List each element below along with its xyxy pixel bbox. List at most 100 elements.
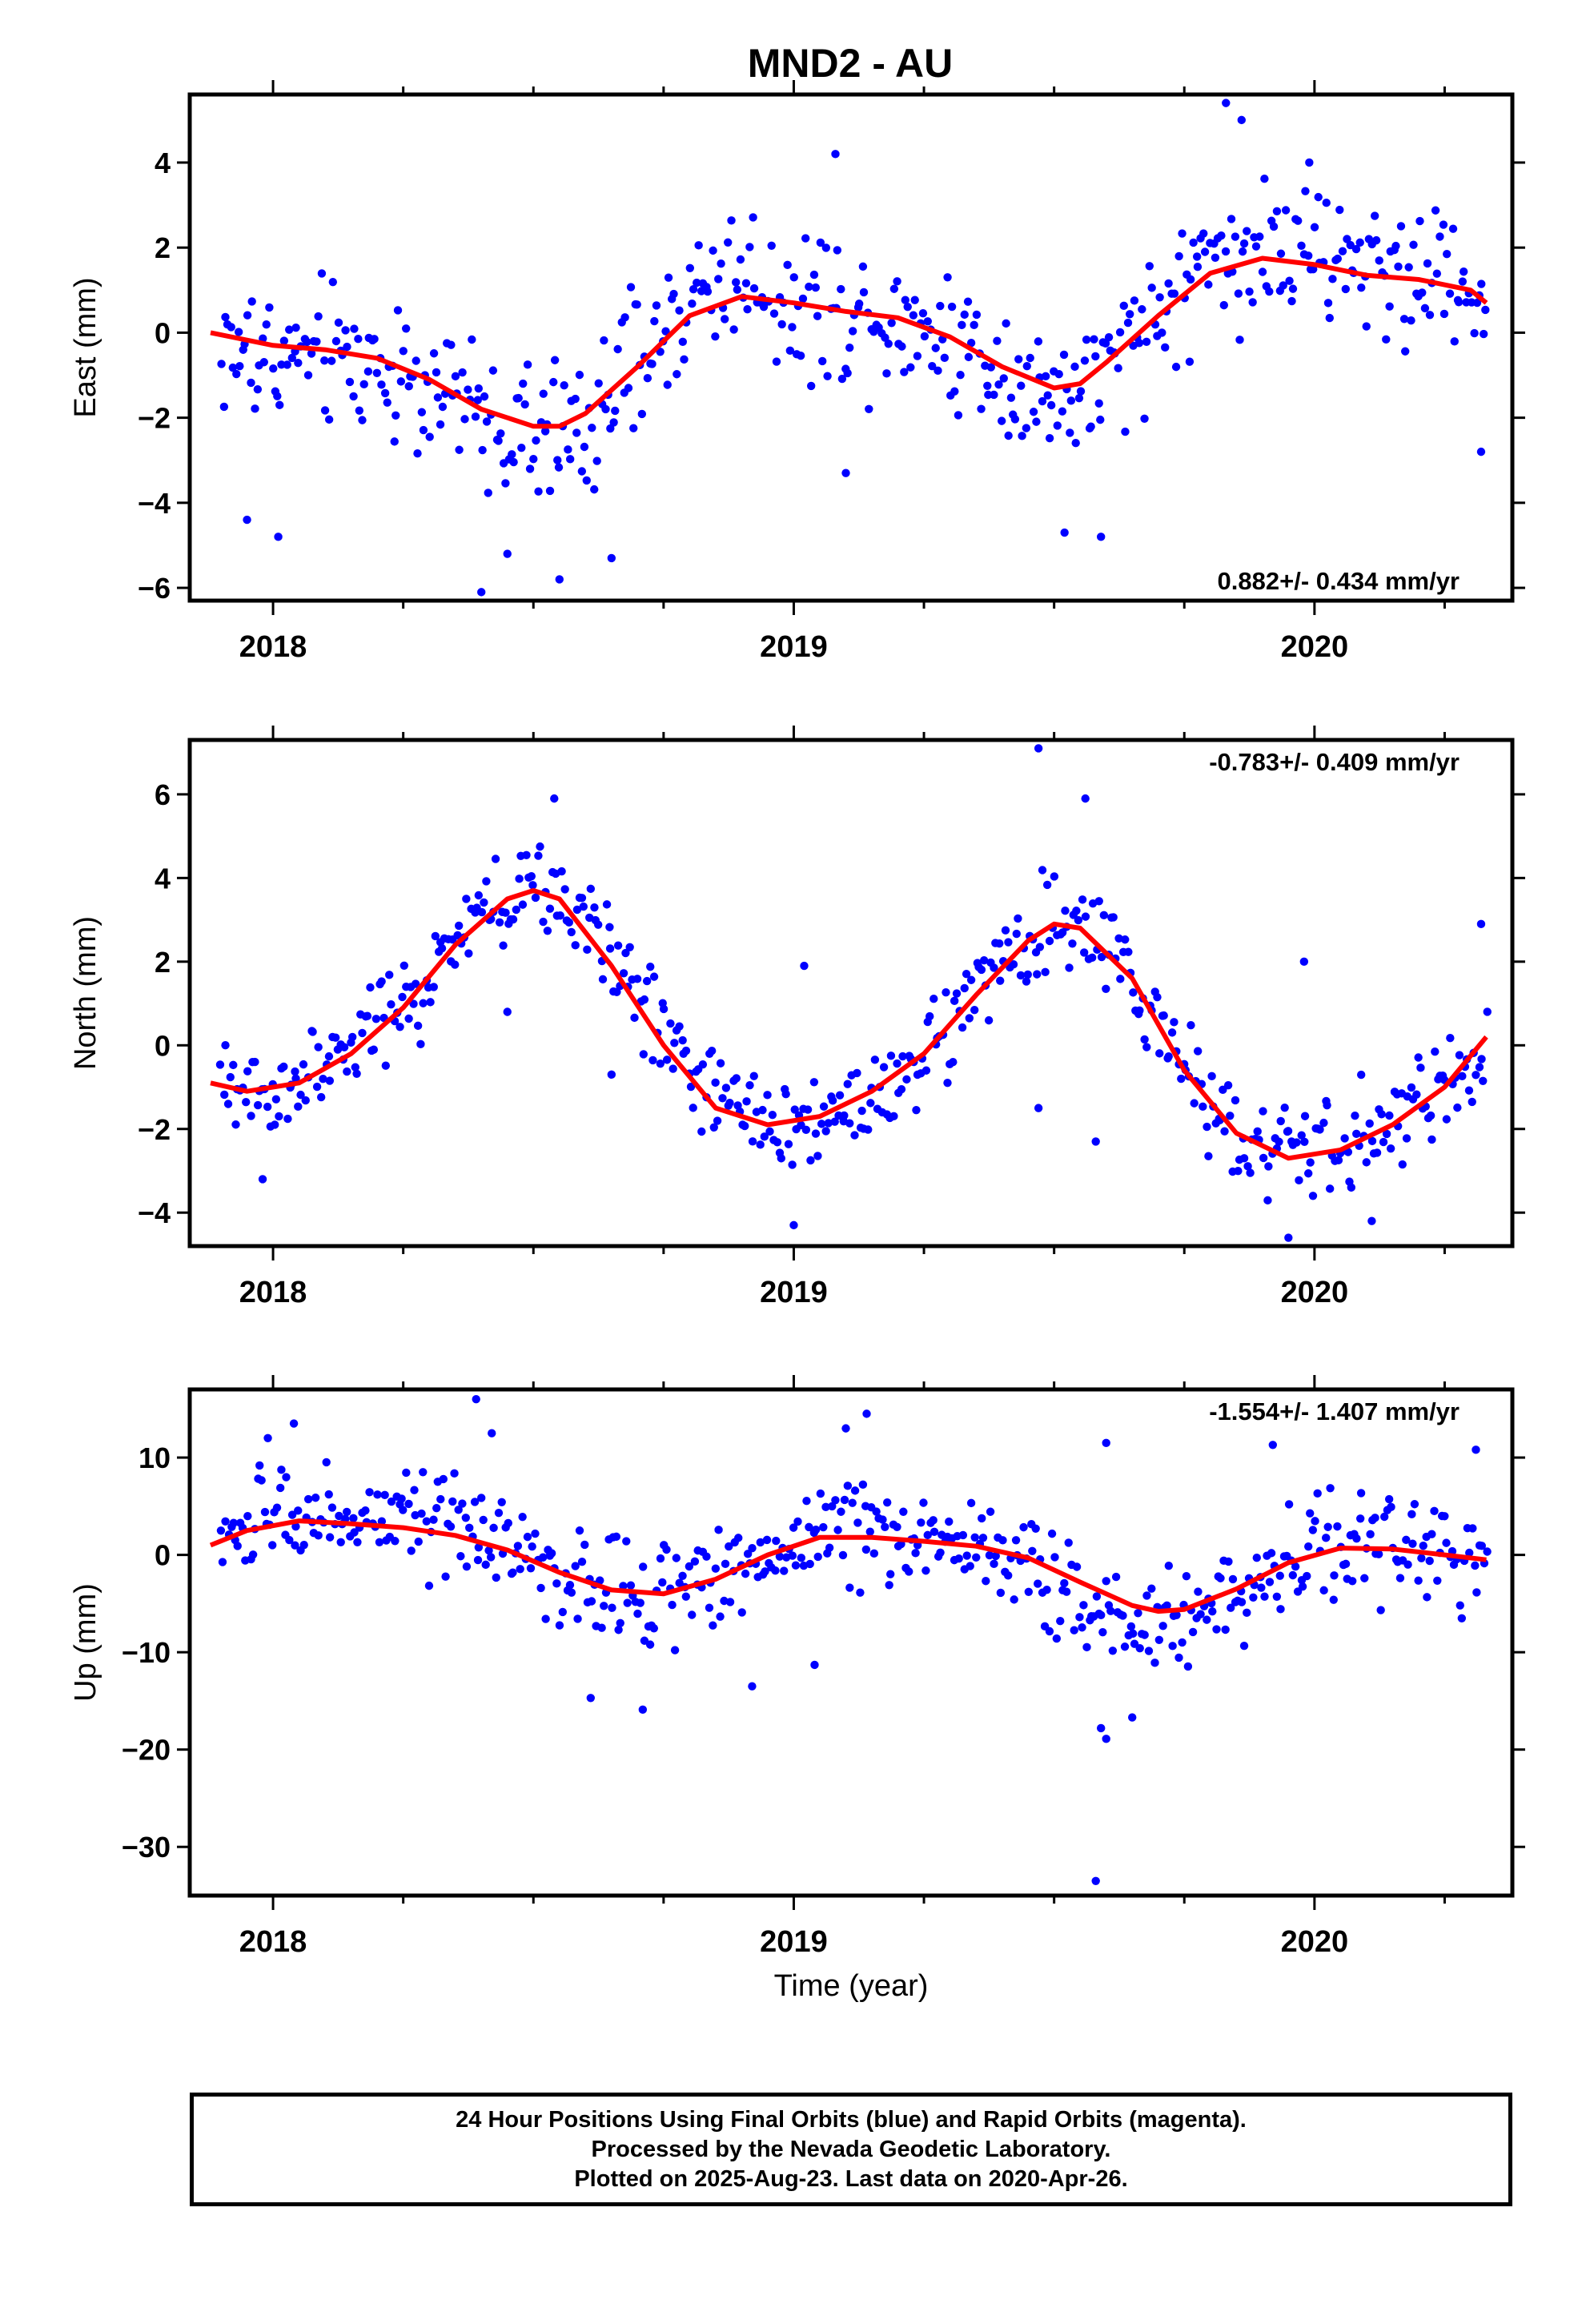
data-point xyxy=(534,851,543,860)
data-point xyxy=(1174,1653,1183,1663)
data-point xyxy=(936,1548,945,1558)
rate-label: -0.783+/- 0.409 mm/yr xyxy=(1209,748,1460,776)
data-point xyxy=(1446,1034,1455,1043)
data-point xyxy=(889,1112,898,1121)
data-point xyxy=(1158,1622,1167,1630)
data-point xyxy=(221,312,230,322)
data-point xyxy=(273,392,282,400)
data-point xyxy=(1102,984,1110,994)
data-point xyxy=(1032,417,1041,426)
y-ticks: −30 −20 −10 0 10 xyxy=(122,1441,1525,1864)
data-point xyxy=(399,1506,408,1514)
data-point xyxy=(1114,934,1123,943)
data-point xyxy=(1164,1052,1173,1061)
data-point xyxy=(966,975,976,984)
x-ticks: 2018 2019 2020 xyxy=(239,726,1446,1309)
data-point xyxy=(473,1555,483,1565)
data-point xyxy=(736,255,745,264)
y-tick-label: 2 xyxy=(155,946,171,979)
data-point xyxy=(897,1085,906,1094)
data-point xyxy=(486,1553,496,1562)
data-point xyxy=(387,1000,396,1009)
data-point xyxy=(1333,254,1343,263)
data-point xyxy=(1235,336,1244,344)
data-point xyxy=(783,260,792,270)
data-point xyxy=(668,1600,677,1610)
data-point xyxy=(1135,1643,1144,1653)
data-point xyxy=(813,312,822,320)
data-point xyxy=(291,1074,300,1083)
data-point xyxy=(474,1543,484,1552)
data-point xyxy=(884,340,893,348)
data-point xyxy=(1216,1574,1225,1582)
data-point xyxy=(1082,335,1091,344)
data-point xyxy=(899,1507,908,1516)
data-point xyxy=(450,1469,459,1478)
data-point xyxy=(350,324,359,333)
data-point xyxy=(1352,1129,1361,1139)
data-point xyxy=(552,1579,561,1588)
data-point xyxy=(1118,1611,1127,1620)
data-point xyxy=(436,1494,445,1504)
data-point xyxy=(454,1506,463,1514)
data-point xyxy=(503,549,512,558)
data-point xyxy=(862,1409,871,1418)
data-point xyxy=(1459,267,1468,276)
data-point xyxy=(1465,1548,1474,1558)
data-point xyxy=(242,1098,251,1107)
data-point xyxy=(1243,1608,1251,1618)
data-point xyxy=(1221,247,1231,256)
data-point xyxy=(1222,99,1231,107)
data-point xyxy=(681,1592,691,1601)
data-point xyxy=(963,297,973,306)
data-point xyxy=(263,1433,272,1442)
data-point xyxy=(837,1507,845,1516)
data-point xyxy=(575,1526,584,1535)
data-point xyxy=(1377,1110,1386,1119)
data-point xyxy=(1433,1576,1442,1586)
data-point xyxy=(632,975,642,983)
y-tick-label: 0 xyxy=(155,1029,171,1062)
data-point xyxy=(253,384,263,394)
data-point xyxy=(571,1562,580,1570)
data-point xyxy=(1145,262,1154,271)
data-point xyxy=(540,427,550,436)
data-point xyxy=(1183,1662,1193,1671)
data-point xyxy=(813,1152,822,1160)
data-point xyxy=(797,1554,805,1562)
data-point xyxy=(830,1117,839,1126)
data-point xyxy=(1322,199,1331,207)
data-point xyxy=(425,432,434,441)
data-point xyxy=(312,337,321,346)
data-point xyxy=(347,1032,357,1042)
data-point xyxy=(587,1597,596,1606)
data-point xyxy=(484,489,492,497)
data-point xyxy=(314,312,323,321)
data-point xyxy=(571,941,580,950)
data-point xyxy=(936,301,945,311)
data-point xyxy=(509,457,518,467)
data-point xyxy=(1086,422,1095,431)
data-point xyxy=(1168,1642,1177,1651)
data-point xyxy=(1288,1570,1298,1580)
data-point xyxy=(291,1067,299,1076)
data-point xyxy=(343,342,351,352)
data-point xyxy=(501,479,510,488)
data-point xyxy=(519,379,528,388)
data-point xyxy=(1001,926,1010,935)
data-point xyxy=(1192,252,1202,261)
data-point xyxy=(1059,350,1069,360)
data-point xyxy=(698,1060,708,1069)
data-point xyxy=(694,241,703,250)
data-point xyxy=(607,1070,616,1080)
data-point xyxy=(801,234,810,243)
data-point xyxy=(1223,1080,1233,1090)
data-point xyxy=(1346,240,1355,250)
data-point xyxy=(316,1092,326,1102)
data-point xyxy=(1154,1635,1164,1645)
data-point xyxy=(1096,533,1106,541)
data-point xyxy=(1472,1445,1480,1454)
data-point xyxy=(1343,235,1351,243)
data-point xyxy=(805,282,813,292)
data-point xyxy=(978,1514,986,1523)
